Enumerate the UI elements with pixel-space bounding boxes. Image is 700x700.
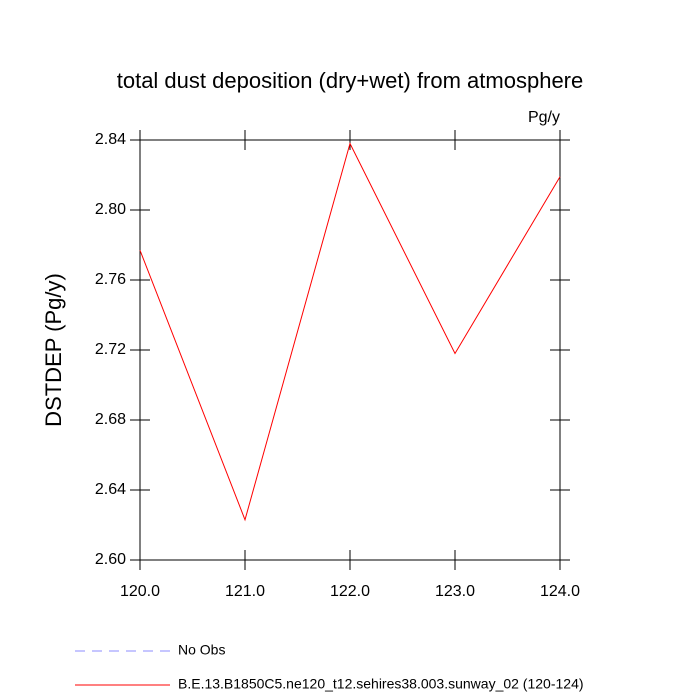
y-tick-label: 2.64 [95,481,126,498]
plot-frame [139,139,561,561]
y-tick-label: 2.76 [95,271,126,288]
y-axis-label: DSTDEP (Pg/y) [41,273,66,427]
x-tick-label: 122.0 [330,583,370,600]
y-tick-label: 2.84 [95,131,126,148]
x-tick-label: 121.0 [225,583,265,600]
y-tick-label: 2.72 [95,341,126,358]
y-tick-label: 2.68 [95,411,126,428]
legend-label: No Obs [178,642,225,658]
chart-title: total dust deposition (dry+wet) from atm… [117,68,584,93]
data-line [139,142,561,522]
x-tick-label: 123.0 [435,583,475,600]
x-tick-label: 124.0 [540,583,580,600]
legend-label: B.E.13.B1850C5.ne120_t12.sehires38.003.s… [178,676,584,692]
units-label: Pg/y [528,109,560,126]
y-tick-label: 2.80 [95,201,126,218]
x-tick-label: 120.0 [120,583,160,600]
y-tick-label: 2.60 [95,551,126,568]
